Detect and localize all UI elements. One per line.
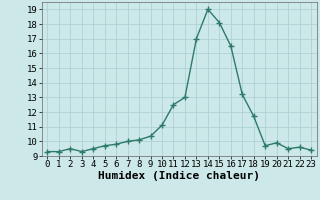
X-axis label: Humidex (Indice chaleur): Humidex (Indice chaleur) [98, 171, 260, 181]
